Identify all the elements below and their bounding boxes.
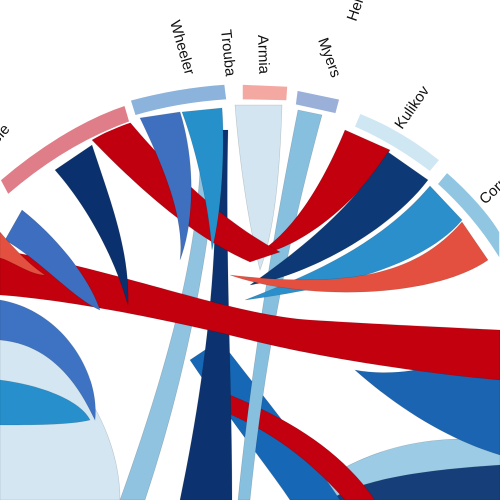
label-armia: Armia — [254, 35, 272, 75]
label-kulikov: Kulikov — [391, 83, 433, 133]
label-wheeler: Wheeler — [166, 18, 198, 76]
label-scheifele: ifele — [0, 121, 13, 153]
label-trouba: Trouba — [217, 29, 239, 78]
arc-myers[interactable] — [295, 90, 340, 114]
label-myers: Myers — [314, 36, 344, 80]
label-cornet: Cornet — [476, 164, 500, 208]
arc-armia[interactable] — [242, 84, 288, 101]
label-hellebuyck: Hellebuyck — [344, 0, 384, 23]
